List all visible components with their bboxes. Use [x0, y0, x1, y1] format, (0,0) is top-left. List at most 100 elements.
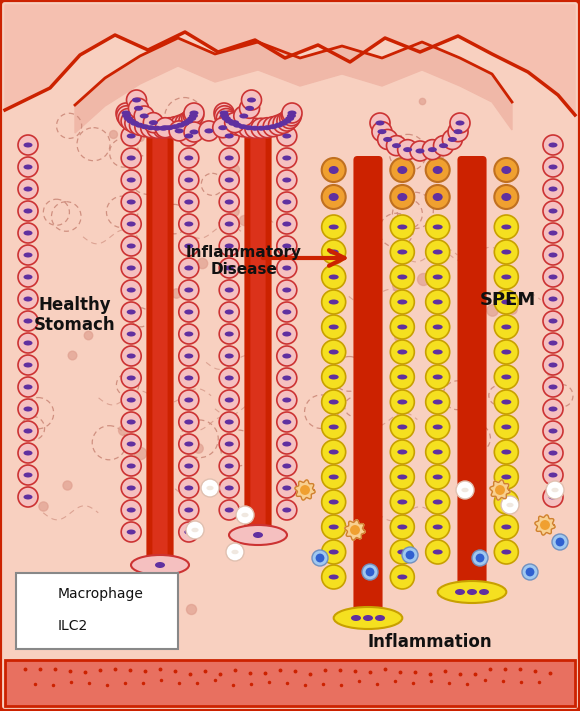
Ellipse shape	[121, 500, 141, 520]
Ellipse shape	[184, 119, 193, 124]
Ellipse shape	[426, 515, 450, 539]
Ellipse shape	[129, 115, 150, 135]
Ellipse shape	[494, 390, 519, 414]
Ellipse shape	[277, 412, 297, 432]
Ellipse shape	[121, 302, 141, 322]
Ellipse shape	[233, 117, 253, 137]
Ellipse shape	[215, 106, 234, 126]
Ellipse shape	[161, 125, 170, 130]
Ellipse shape	[18, 289, 38, 309]
Ellipse shape	[121, 390, 141, 410]
Ellipse shape	[179, 390, 199, 410]
Ellipse shape	[378, 129, 386, 134]
Ellipse shape	[501, 299, 512, 304]
Ellipse shape	[24, 186, 32, 191]
Ellipse shape	[219, 412, 239, 432]
Ellipse shape	[18, 355, 38, 375]
Ellipse shape	[18, 135, 38, 155]
Ellipse shape	[494, 340, 519, 364]
Ellipse shape	[397, 250, 407, 255]
Ellipse shape	[24, 341, 32, 346]
Ellipse shape	[230, 120, 239, 125]
Ellipse shape	[18, 421, 38, 441]
Ellipse shape	[224, 134, 234, 139]
Ellipse shape	[132, 97, 141, 102]
Ellipse shape	[251, 118, 271, 138]
Ellipse shape	[426, 415, 450, 439]
Ellipse shape	[543, 487, 563, 507]
Circle shape	[30, 616, 50, 636]
Ellipse shape	[501, 193, 512, 201]
Ellipse shape	[184, 442, 193, 447]
Ellipse shape	[549, 208, 557, 213]
Ellipse shape	[543, 377, 563, 397]
Ellipse shape	[277, 368, 297, 388]
Ellipse shape	[240, 114, 248, 119]
Ellipse shape	[329, 400, 339, 405]
Ellipse shape	[410, 141, 430, 161]
Ellipse shape	[543, 289, 563, 309]
Ellipse shape	[322, 290, 346, 314]
Ellipse shape	[397, 449, 407, 454]
Ellipse shape	[433, 550, 443, 555]
Ellipse shape	[224, 243, 234, 249]
FancyBboxPatch shape	[458, 156, 487, 596]
Ellipse shape	[179, 346, 199, 366]
Ellipse shape	[184, 419, 193, 424]
Ellipse shape	[24, 164, 32, 169]
Ellipse shape	[229, 121, 237, 126]
Ellipse shape	[126, 442, 136, 447]
Ellipse shape	[282, 486, 291, 491]
Ellipse shape	[224, 353, 234, 358]
Ellipse shape	[117, 106, 136, 126]
Ellipse shape	[282, 309, 291, 314]
Ellipse shape	[184, 122, 204, 142]
Ellipse shape	[433, 375, 443, 380]
Ellipse shape	[126, 222, 136, 227]
Ellipse shape	[287, 113, 296, 118]
Ellipse shape	[224, 486, 234, 491]
Ellipse shape	[219, 456, 239, 476]
Ellipse shape	[219, 170, 239, 190]
Ellipse shape	[397, 299, 407, 304]
Ellipse shape	[454, 129, 462, 134]
Ellipse shape	[179, 302, 199, 322]
Ellipse shape	[277, 346, 297, 366]
Ellipse shape	[397, 574, 407, 579]
Ellipse shape	[179, 214, 199, 234]
Ellipse shape	[126, 353, 136, 358]
Ellipse shape	[494, 215, 519, 239]
Ellipse shape	[322, 440, 346, 464]
Ellipse shape	[549, 429, 557, 434]
Ellipse shape	[426, 390, 450, 414]
Ellipse shape	[390, 565, 414, 589]
Ellipse shape	[18, 377, 38, 397]
Ellipse shape	[165, 125, 174, 130]
Ellipse shape	[549, 494, 557, 500]
Ellipse shape	[494, 265, 519, 289]
Ellipse shape	[121, 412, 141, 432]
Ellipse shape	[204, 129, 213, 134]
Ellipse shape	[176, 123, 185, 128]
Ellipse shape	[448, 122, 468, 141]
Ellipse shape	[329, 449, 339, 454]
Ellipse shape	[234, 106, 254, 126]
Ellipse shape	[363, 615, 373, 621]
Ellipse shape	[322, 215, 346, 239]
Ellipse shape	[322, 515, 346, 539]
Ellipse shape	[543, 399, 563, 419]
Ellipse shape	[322, 565, 346, 589]
Circle shape	[201, 479, 219, 497]
Ellipse shape	[179, 280, 199, 300]
Ellipse shape	[231, 550, 238, 555]
Ellipse shape	[390, 440, 414, 464]
Circle shape	[405, 550, 414, 560]
Ellipse shape	[155, 118, 175, 138]
Ellipse shape	[153, 126, 161, 131]
Ellipse shape	[282, 265, 291, 270]
Ellipse shape	[183, 106, 204, 126]
Ellipse shape	[390, 158, 414, 182]
Ellipse shape	[126, 265, 136, 270]
Circle shape	[236, 506, 254, 524]
Ellipse shape	[426, 290, 450, 314]
